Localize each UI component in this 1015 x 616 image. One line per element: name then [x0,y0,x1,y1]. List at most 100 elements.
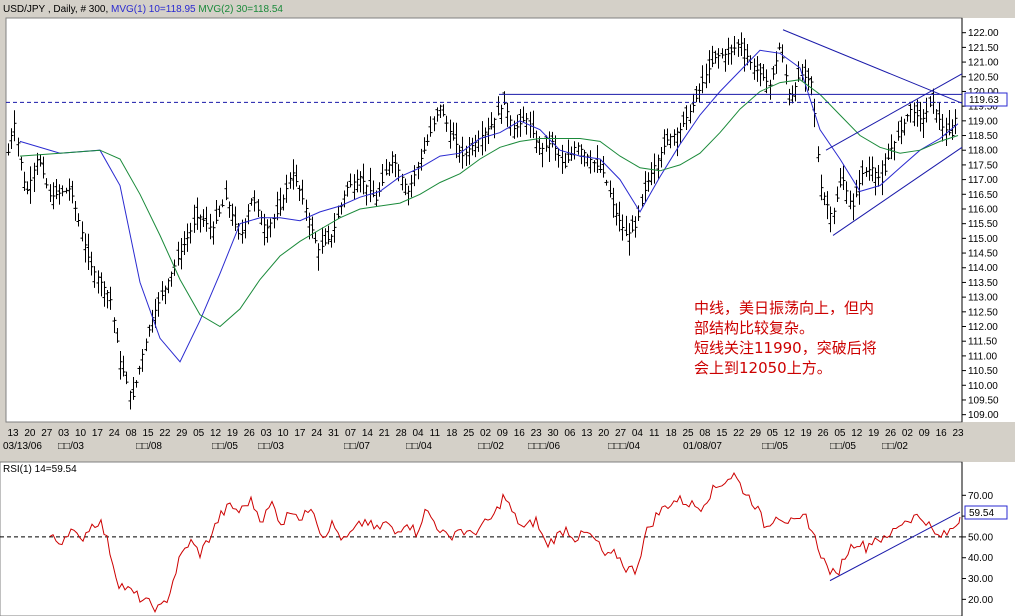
date-tick-label: 24 [109,428,121,439]
date-sub-label: □□/05 [830,441,856,452]
date-sub-label: 01/08/07 [683,441,722,452]
date-tick-label: 09 [919,428,931,439]
date-tick-label: 20 [598,428,610,439]
price-tick-label: 113.00 [968,293,998,304]
rsi-trendline [829,511,961,582]
price-tick-label: 112.50 [968,307,998,318]
date-tick-label: 04 [632,428,644,439]
rsi-guides [0,511,962,582]
rsi-tag: 59.54 [969,508,994,519]
date-tick-label: 02 [480,428,492,439]
date-tick-label: 18 [666,428,678,439]
date-tick-label: 29 [176,428,188,439]
mvg1-legend: MVG(1) 10=118.95 [111,4,196,15]
price-tick-label: 114.50 [968,249,998,260]
rsi-header: RSI(1) 14=59.54 [3,464,77,475]
date-tick-label: 22 [159,428,171,439]
date-tick-label: 27 [41,428,53,439]
date-tick-label: 12 [851,428,863,439]
price-tick-label: 116.00 [968,204,998,215]
rsi-plot-area[interactable] [0,461,963,616]
price-tick-label: 117.00 [968,175,998,186]
date-tick-label: 18 [446,428,458,439]
rsi-tick-label: 70.00 [968,491,993,502]
price-tick-label: 118.50 [968,131,998,142]
date-tick-label: 10 [75,428,87,439]
price-tag: 119.63 [969,95,999,106]
price-tick-label: 121.00 [968,58,999,69]
price-tick-label: 115.50 [968,219,998,230]
price-tick-label: 114.00 [968,263,998,274]
price-tick-label: 111.50 [968,337,998,348]
date-sub-label: □□/03 [258,441,284,452]
date-tick-label: 19 [801,428,813,439]
price-tick-label: 110.00 [968,381,998,392]
date-sub-label: □□/04 [406,441,432,452]
period-label: , Daily, # 300, [48,4,108,15]
date-tick-label: 03 [58,428,70,439]
date-tick-label: 08 [126,428,138,439]
date-tick-label: 06 [564,428,576,439]
date-tick-label: 15 [716,428,728,439]
date-tick-label: 19 [868,428,880,439]
date-sub-label: □□□/06 [528,441,560,452]
date-tick-label: 11 [430,428,441,439]
date-tick-label: 27 [615,428,627,439]
date-sub-label: □□/05 [762,441,788,452]
rsi-tag-bg [964,505,1008,520]
rsi-tick-label: 20.00 [968,595,993,606]
main-plot-area[interactable] [5,17,963,423]
price-tick-label: 118.00 [968,146,998,157]
date-tick-label: 23 [531,428,543,439]
trendlines [6,29,963,236]
price-tag-bg [964,92,1008,107]
date-tick-label: 13 [581,428,593,439]
mvg1-line [19,49,959,363]
date-sub-label: □□/08 [136,441,162,452]
date-tick-label: 12 [210,428,222,439]
date-tick-label: 17 [294,428,306,439]
date-tick-label: 30 [547,428,559,439]
date-sub-label: □□□/04 [608,441,640,452]
annotation-line-4: 会上到12050上方。 [694,359,832,377]
symbol-label: USD/JPY [3,4,46,15]
date-sub-label: □□/07 [344,441,370,452]
date-tick-label: 20 [24,428,36,439]
date-tick-label: 24 [311,428,323,439]
date-sub-label: □□/03 [58,441,84,452]
annotation-line-1: 中线，美日振荡向上，但内 [694,299,874,317]
rsi-tick-label: 30.00 [968,574,993,585]
date-tick-label: 16 [936,428,948,439]
date-tick-label: 09 [497,428,509,439]
date-tick-label: 17 [92,428,104,439]
price-tick-label: 116.50 [968,190,998,201]
date-tick-label: 04 [412,428,424,439]
date-tick-label: 21 [379,428,391,439]
price-tick-label: 120.50 [968,72,999,83]
chart-header: USD/JPY , Daily, # 300, MVG(1) 10=118.95… [3,4,283,15]
mvg2-line [19,79,959,328]
price-tick-label: 113.50 [968,278,998,289]
annotation-line-2: 部结构比较复杂。 [694,319,814,337]
price-tick-label: 112.00 [968,322,998,333]
date-tick-label: 28 [396,428,408,439]
trendline [825,73,963,151]
date-tick-label: 13 [7,428,19,439]
price-tick-label: 119.00 [968,116,998,127]
date-tick-label: 26 [885,428,897,439]
price-tick-label: 109.00 [968,410,999,421]
annotation: 中线，美日振荡向上，但内 部结构比较复杂。 短线关注11990，突破后将 会上到… [694,299,877,377]
price-tick-label: 120.00 [968,87,999,98]
date-tick-label: 11 [649,428,660,439]
date-tick-label: 26 [817,428,829,439]
annotation-line-3: 短线关注11990，突破后将 [694,339,877,357]
date-tick-label: 05 [767,428,779,439]
date-tick-label: 10 [277,428,289,439]
date-sub-label: □□/02 [882,441,908,452]
date-tick-label: 02 [902,428,914,439]
ohlc-bars [6,32,958,410]
date-tick-label: 05 [193,428,205,439]
date-tick-label: 29 [750,428,762,439]
date-tick-label: 12 [784,428,796,439]
